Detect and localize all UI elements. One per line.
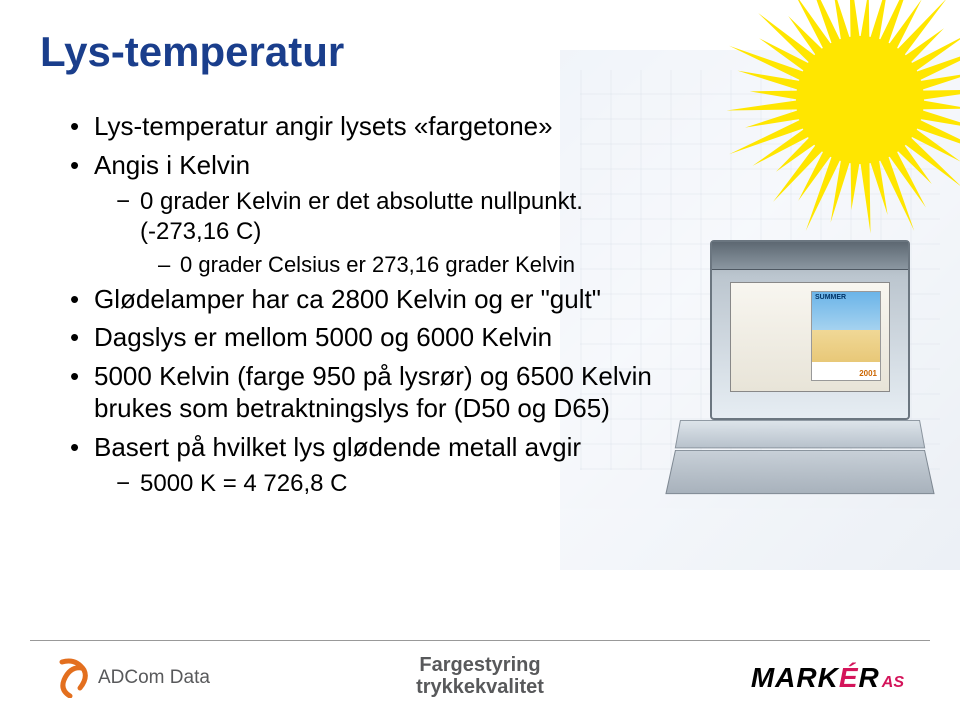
footer-divider — [30, 640, 930, 641]
marker-as: AS — [882, 674, 904, 692]
bullet-item: Dagslys er mellom 5000 og 6000 Kelvin — [70, 321, 670, 354]
bullet-sub-item: 0 grader Kelvin er det absolutte nullpun… — [70, 187, 670, 247]
poster-label: SUMMER — [815, 294, 846, 301]
bullet-item: Basert på hvilket lys glødende metall av… — [70, 431, 670, 464]
bullet-item: Angis i Kelvin — [70, 149, 670, 182]
bullet-list: Lys-temperatur angir lysets «fargetone» … — [70, 110, 670, 503]
sun-graphic — [720, 0, 960, 240]
marker-main: MARKÉR — [751, 662, 880, 694]
color-viewing-booth-image: SUMMER 2001 — [670, 210, 930, 530]
slide-footer: ADCom Data Fargestyring trykkekvalitet M… — [0, 640, 960, 720]
bullet-item: Lys-temperatur angir lysets «fargetone» — [70, 110, 670, 143]
bullet-item: 5000 Kelvin (farge 950 på lysrør) og 650… — [70, 360, 670, 425]
bullet-sub-item: 5000 K = 4 726,8 C — [70, 469, 670, 499]
bullet-item: Glødelamper har ca 2800 Kelvin og er "gu… — [70, 283, 670, 316]
bullet-sub-sub-item: 0 grader Celsius er 273,16 grader Kelvin — [70, 251, 670, 279]
marker-logo: MARKÉR AS — [751, 662, 904, 694]
poster-year: 2001 — [859, 369, 877, 378]
slide-title: Lys-temperatur — [40, 28, 344, 76]
